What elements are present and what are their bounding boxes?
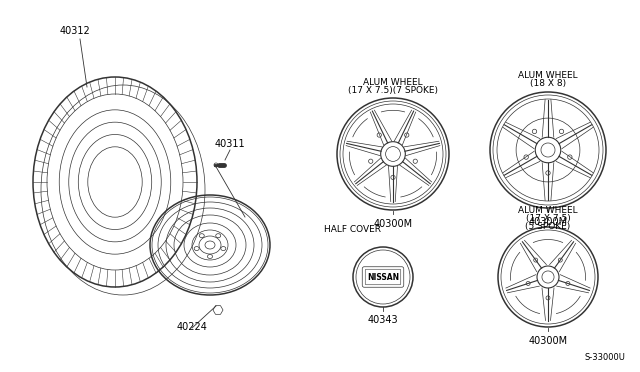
Text: ALUM WHEEL: ALUM WHEEL	[518, 71, 578, 80]
Text: (17 X 7.5): (17 X 7.5)	[525, 214, 570, 223]
Text: ALUM WHEEL: ALUM WHEEL	[363, 78, 423, 87]
Text: 40312: 40312	[60, 26, 90, 36]
Text: NISSAN: NISSAN	[367, 273, 399, 282]
Text: 40343: 40343	[368, 315, 398, 325]
Text: S-33000U: S-33000U	[584, 353, 625, 362]
Text: 40300M: 40300M	[529, 217, 568, 227]
Text: (5 SPOKE): (5 SPOKE)	[525, 222, 571, 231]
Text: 40300M: 40300M	[373, 219, 413, 229]
Text: 40224: 40224	[177, 322, 207, 332]
Text: 40300M: 40300M	[529, 336, 568, 346]
Text: (18 X 8): (18 X 8)	[530, 79, 566, 88]
Text: 40311: 40311	[214, 139, 245, 149]
Text: HALF COVER: HALF COVER	[324, 225, 381, 234]
Text: (17 X 7.5)(7 SPOKE): (17 X 7.5)(7 SPOKE)	[348, 86, 438, 95]
Text: ALUM WHEEL: ALUM WHEEL	[518, 206, 578, 215]
